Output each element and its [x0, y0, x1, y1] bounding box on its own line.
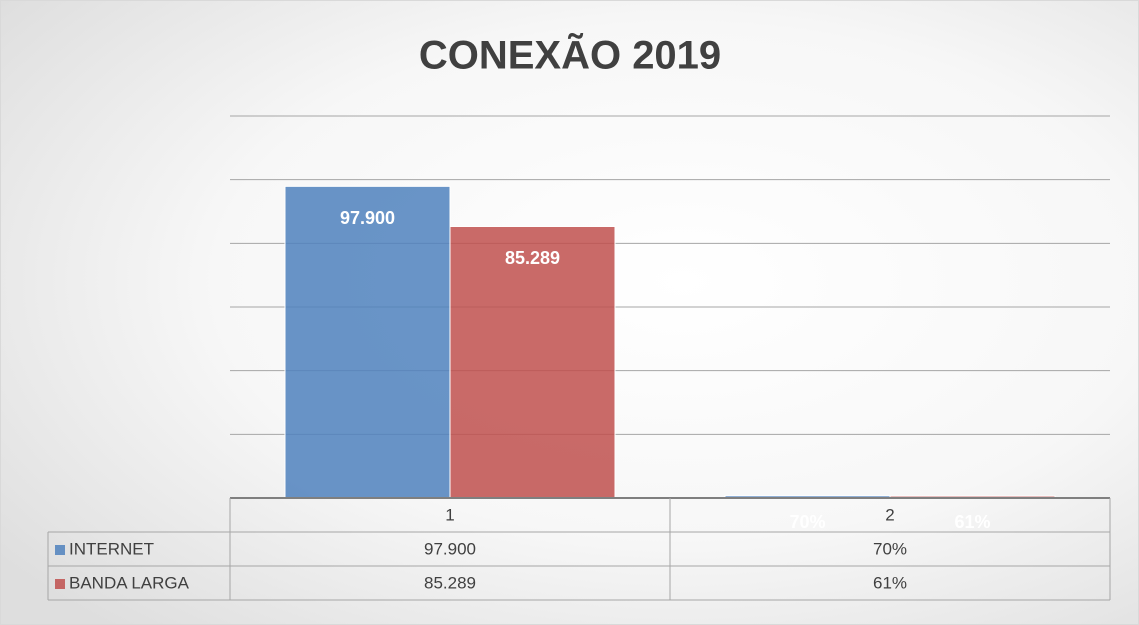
x-tick-label: 1 — [445, 505, 454, 524]
legend-label: INTERNET — [69, 539, 154, 558]
legend-key — [55, 545, 65, 555]
table-cell: 97.900 — [424, 539, 476, 558]
data-label: 61% — [954, 512, 990, 532]
table-cell: 85.289 — [424, 573, 476, 592]
bar — [284, 185, 451, 499]
legend-key — [55, 579, 65, 589]
legend-label: BANDA LARGA — [69, 573, 190, 592]
table-cell: 70% — [873, 539, 907, 558]
x-tick-label: 2 — [885, 505, 894, 524]
table-cell: 61% — [873, 573, 907, 592]
bar — [449, 225, 616, 499]
data-label: 70% — [789, 512, 825, 532]
data-label: 97.900 — [340, 208, 395, 228]
chart-title: CONEXÃO 2019 — [419, 32, 721, 78]
data-label: 85.289 — [505, 248, 560, 268]
